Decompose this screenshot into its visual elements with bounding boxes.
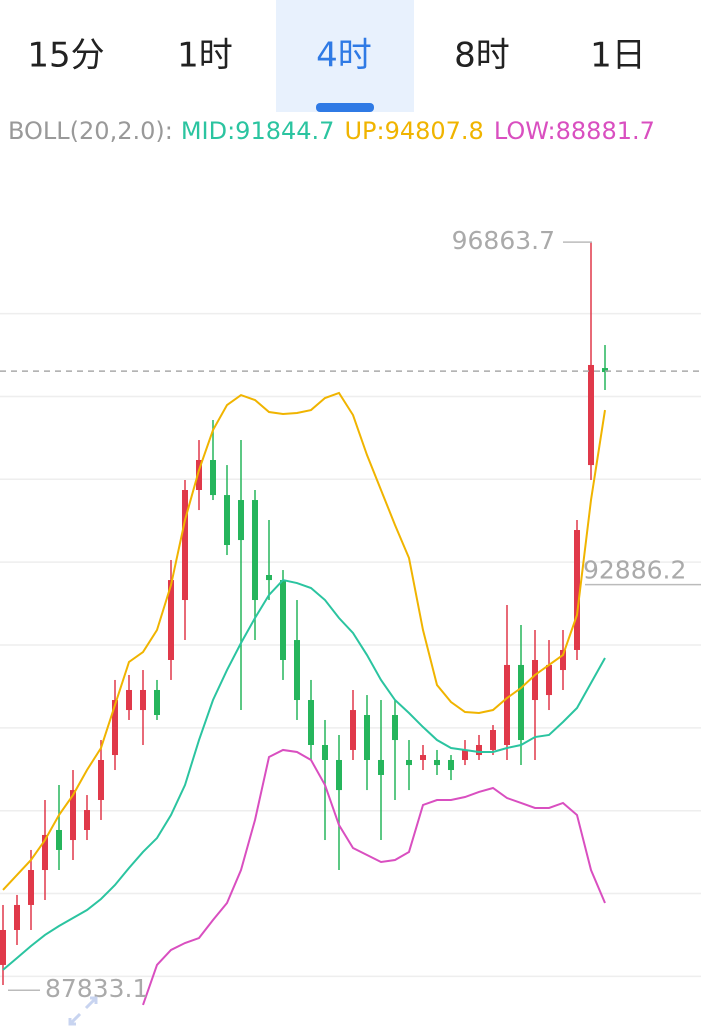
selected-tab-bg	[276, 0, 414, 112]
indicator-legend: BOLL(20,2.0): MID:91844.7 UP:94807.8 LOW:88…	[8, 117, 655, 145]
candle-body	[490, 730, 496, 750]
plot	[0, 242, 608, 1006]
price-marker: 92886.2	[583, 556, 686, 585]
candle-body	[532, 659, 538, 701]
candle-body	[238, 500, 244, 541]
band-line	[2, 391, 606, 891]
candle-body	[392, 715, 398, 741]
grid	[0, 312, 701, 978]
candle-body	[28, 870, 34, 905]
candle-body	[98, 759, 104, 801]
up-value: UP:94807.8	[344, 117, 483, 145]
tab[interactable]: 1日	[590, 36, 646, 76]
tab[interactable]: 8时	[454, 36, 510, 76]
candle-body	[56, 829, 62, 850]
candle-body	[280, 580, 286, 660]
candle-body	[84, 810, 90, 830]
candle-body	[70, 790, 76, 841]
collapse-icon	[68, 996, 98, 1026]
tab-bar: 15分 1时 4时 8时 1日	[27, 36, 645, 76]
tab[interactable]: 15分	[27, 36, 104, 76]
candle-body	[560, 649, 566, 671]
candle-body	[588, 364, 594, 466]
candle-body	[252, 500, 258, 601]
candle-body	[224, 495, 230, 546]
low-value: LOW:88881.7	[494, 117, 655, 145]
candle-body	[350, 710, 356, 750]
candle-body	[602, 368, 608, 373]
candle-body	[336, 759, 342, 791]
candle-body	[364, 715, 370, 760]
candle-body	[42, 834, 48, 871]
candle-body	[0, 929, 6, 965]
candle-body	[462, 749, 468, 760]
indicator-label: BOLL(20,2.0):	[8, 117, 173, 145]
candle-body	[112, 700, 118, 756]
candle-body	[476, 744, 482, 756]
candle-body	[322, 744, 328, 760]
band-line	[2, 578, 606, 971]
candle-body	[574, 530, 580, 650]
mid-value: MID:91844.7	[181, 117, 335, 145]
tab[interactable]: 1时	[177, 36, 233, 76]
candle-body	[294, 640, 300, 701]
candle-body	[126, 689, 132, 711]
candle-body	[140, 689, 146, 711]
candle-body	[154, 689, 160, 716]
candle-body	[546, 664, 552, 696]
candle-body	[168, 580, 174, 660]
band-line	[142, 748, 606, 1006]
candle-body	[196, 460, 202, 490]
candle-body	[518, 664, 524, 741]
tab[interactable]: 4时	[316, 36, 372, 76]
candle-body	[266, 574, 272, 581]
candle-body	[210, 460, 216, 496]
candle-body	[434, 759, 440, 766]
candle-body	[182, 489, 188, 601]
high-marker: 96863.7	[452, 226, 555, 255]
candle-body	[14, 904, 20, 930]
candle-body	[308, 700, 314, 745]
candle-body	[448, 759, 454, 771]
candle-body	[504, 664, 510, 745]
candle-body	[378, 759, 384, 775]
selected-tab-indicator	[316, 103, 374, 112]
candle-body	[420, 755, 426, 760]
candle-body	[406, 759, 412, 766]
